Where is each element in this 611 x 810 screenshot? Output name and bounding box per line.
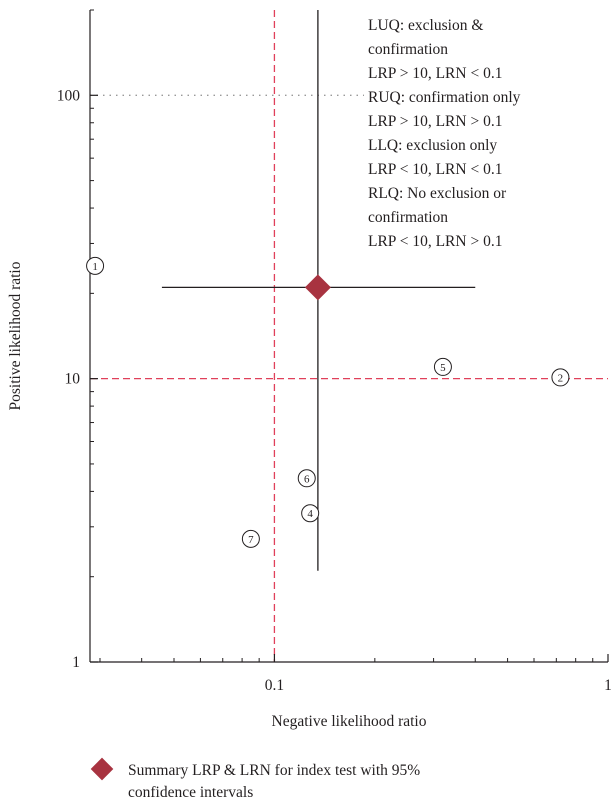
study-point-1: 1 [86, 256, 105, 275]
study-point-label: 2 [558, 372, 564, 384]
study-point-circle [433, 357, 452, 376]
reference-lines [90, 10, 608, 662]
annotation-background [364, 12, 608, 268]
study-point-4: 4 [301, 504, 320, 523]
study-point-circle [297, 469, 316, 488]
study-point-circle [241, 529, 260, 548]
legend-summary-diamond [90, 757, 114, 781]
study-point-circle [301, 504, 320, 523]
annotation-line: LRP > 10, LRN > 0.1 [368, 113, 502, 130]
x-tick-label: 1 [604, 677, 611, 694]
y-tick-label: 10 [65, 371, 81, 388]
annotation-line: LRP < 10, LRN > 0.1 [368, 233, 502, 250]
annotation-line: confirmation [368, 209, 448, 226]
y-tick-label: 1 [72, 654, 80, 671]
study-point-label: 6 [304, 473, 310, 485]
study-point-6: 6 [297, 469, 316, 488]
study-point-5: 5 [433, 357, 452, 376]
quadrant-annotation: LUQ: exclusion & confirmation LRP > 10, LR… [364, 12, 608, 268]
legend-label-line2: confidence intervals [128, 784, 253, 801]
annotation-line: LRP > 10, LRN < 0.1 [368, 65, 502, 82]
axes [89, 10, 608, 663]
study-point-7: 7 [241, 529, 260, 548]
summary-diamond [304, 274, 331, 301]
annotation-line: RUQ: confirmation only [368, 89, 521, 106]
major-ticks: 0.1 1 1 10 100 [57, 87, 611, 694]
study-point-label: 5 [440, 362, 446, 374]
study-point-2: 2 [551, 368, 570, 387]
legend: Summary LRP & LRN for index test with 95… [90, 757, 420, 801]
study-point-label: 7 [248, 534, 254, 546]
annotation-line: LLQ: exclusion only [368, 137, 497, 154]
minor-ticks [90, 9, 594, 662]
annotation-line: LUQ: exclusion & [368, 17, 483, 34]
x-tick-label: 0.1 [265, 677, 284, 694]
y-axis-label: Positive likelihood ratio [7, 261, 24, 410]
annotation-line: confirmation [368, 41, 448, 58]
annotation-line: LRP < 10, LRN < 0.1 [368, 161, 502, 178]
annotation-line: RLQ: No exclusion or [368, 185, 507, 202]
x-axis-label: Negative likelihood ratio [272, 713, 427, 730]
legend-label-line1: Summary LRP & LRN for index test with 95… [128, 762, 420, 779]
study-point-circle [86, 256, 105, 275]
summary-marker-group [304, 274, 331, 301]
study-point-label: 1 [92, 261, 98, 273]
y-tick-label: 100 [57, 87, 81, 104]
study-point-label: 4 [307, 508, 313, 520]
study-point-circle [551, 368, 570, 387]
